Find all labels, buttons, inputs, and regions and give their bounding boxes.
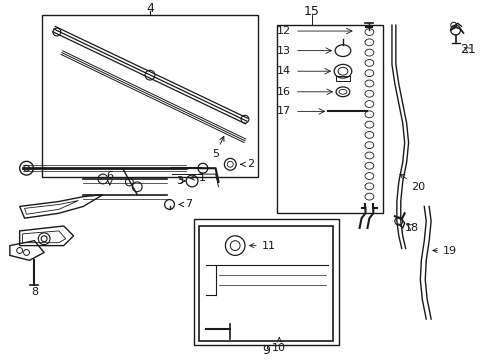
Bar [194, 219, 338, 345]
Text: 15: 15 [303, 5, 319, 18]
Text: 19: 19 [432, 246, 456, 256]
Text: 3: 3 [176, 176, 183, 186]
Bar [277, 25, 382, 213]
Text: 2: 2 [241, 159, 254, 169]
Text: 5: 5 [212, 136, 224, 159]
Text: 12: 12 [277, 26, 291, 36]
Text: 11: 11 [249, 240, 275, 251]
Text: 13: 13 [277, 46, 290, 56]
Text: 6: 6 [106, 171, 113, 185]
Text: 9: 9 [262, 344, 270, 357]
Bar [335, 76, 349, 81]
Text: 1: 1 [190, 173, 205, 183]
Text: 4: 4 [146, 2, 154, 15]
Bar [42, 15, 257, 177]
Text: 8: 8 [31, 287, 38, 297]
Text: 20: 20 [399, 174, 425, 192]
Text: 21: 21 [460, 43, 475, 56]
Text: 10: 10 [272, 338, 285, 354]
Text: 16: 16 [277, 87, 290, 97]
Text: 14: 14 [277, 66, 291, 76]
Text: 7: 7 [179, 199, 192, 210]
Text: 17: 17 [277, 107, 291, 116]
Text: 18: 18 [404, 223, 418, 233]
